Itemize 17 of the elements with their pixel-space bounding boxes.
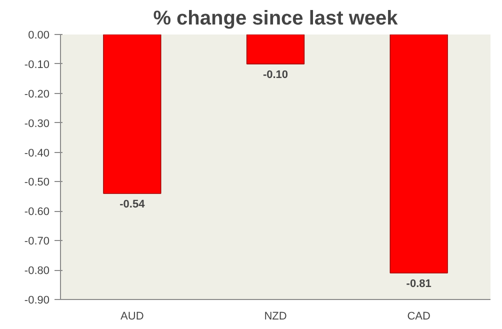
- y-tick-label: -0.30: [24, 118, 50, 130]
- x-tick-label: AUD: [120, 310, 144, 322]
- y-tick-label: -0.80: [24, 265, 50, 278]
- y-tick-label: -0.50: [24, 176, 50, 189]
- x-tick-label: NZD: [264, 310, 287, 322]
- y-tick-label: -0.90: [24, 294, 50, 306]
- chart-title: % change since last week: [153, 8, 399, 30]
- data-label: -0.10: [262, 68, 288, 81]
- data-label: -0.54: [120, 198, 146, 210]
- y-tick-label: -0.70: [24, 236, 50, 248]
- data-label: -0.81: [406, 278, 432, 290]
- y-tick-label: 0.00: [28, 30, 50, 42]
- y-tick-label: -0.10: [24, 58, 50, 71]
- y-tick-label: -0.60: [24, 206, 50, 218]
- y-tick-label: -0.40: [24, 147, 50, 160]
- x-tick-label: CAD: [407, 310, 430, 322]
- y-tick-label: -0.20: [24, 88, 50, 100]
